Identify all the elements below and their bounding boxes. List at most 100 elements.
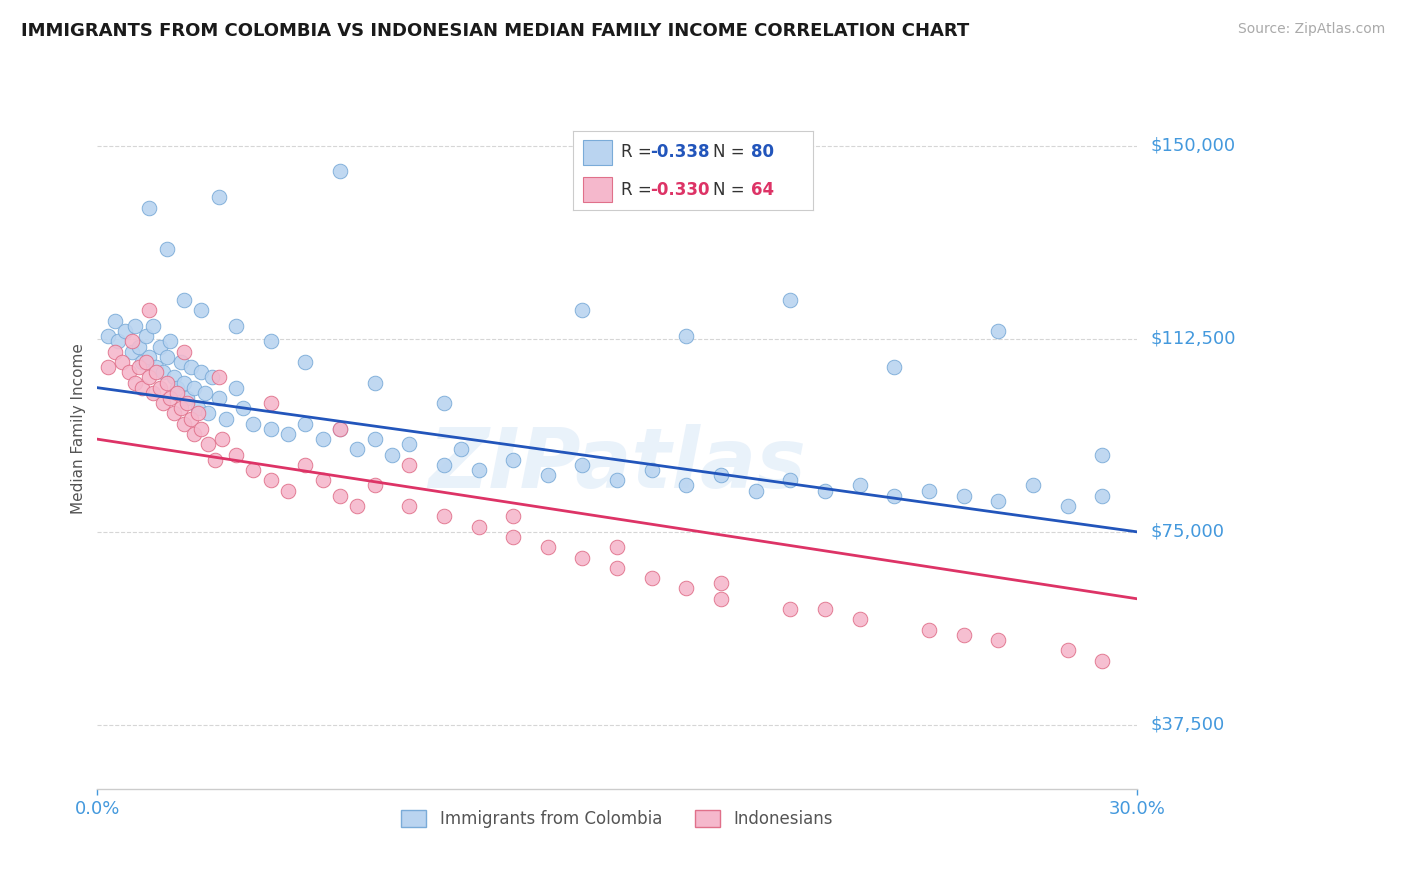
Text: 80: 80 [751,144,773,161]
Point [329,489,352,503]
Point [918,623,941,637]
Point [180,360,202,375]
Point [114,324,136,338]
Text: ZIPatlas: ZIPatlas [429,425,806,506]
Point [346,499,368,513]
Point [710,576,733,591]
Point [537,468,560,483]
Point [187,406,209,420]
Text: $75,000: $75,000 [1152,523,1225,541]
Point [242,417,264,431]
Point [294,355,316,369]
Point [169,401,191,416]
Point [156,376,179,390]
Point [1091,489,1114,503]
Point [433,509,456,524]
Point [363,478,385,492]
Point [606,474,628,488]
Point [467,519,489,533]
Point [1091,653,1114,667]
Text: N =: N = [713,144,749,161]
Point [166,381,188,395]
Point [183,381,205,395]
Point [204,452,226,467]
Point [232,401,254,416]
Point [883,489,905,503]
Point [197,437,219,451]
Point [166,385,188,400]
Point [675,329,697,343]
Point [259,422,281,436]
Point [159,391,181,405]
Point [259,334,281,349]
Point [180,411,202,425]
Point [128,360,150,375]
Point [450,442,472,457]
Point [675,582,697,596]
Point [142,318,165,333]
Point [104,344,127,359]
Point [779,602,801,616]
Point [201,370,224,384]
Y-axis label: Median Family Income: Median Family Income [72,343,86,515]
Point [208,370,231,384]
Text: $37,500: $37,500 [1152,716,1225,734]
Point [363,376,385,390]
Point [214,411,236,425]
Point [363,432,385,446]
Point [156,242,179,256]
Point [571,458,593,472]
Point [259,396,281,410]
Point [883,360,905,375]
Point [104,314,127,328]
Point [329,422,352,436]
Point [1091,448,1114,462]
Point [952,489,974,503]
Point [779,293,801,308]
Point [131,355,153,369]
Point [149,381,172,395]
Point [294,417,316,431]
Point [398,458,420,472]
Point [138,350,160,364]
Point [467,463,489,477]
Point [329,164,352,178]
Point [156,350,179,364]
Point [225,448,247,462]
Bar [583,177,612,202]
Point [398,437,420,451]
Point [128,339,150,353]
Text: IMMIGRANTS FROM COLOMBIA VS INDONESIAN MEDIAN FAMILY INCOME CORRELATION CHART: IMMIGRANTS FROM COLOMBIA VS INDONESIAN M… [21,22,969,40]
Point [173,344,195,359]
Point [311,432,333,446]
Point [571,303,593,318]
Point [135,355,157,369]
Point [329,422,352,436]
Point [277,483,299,498]
Point [433,396,456,410]
Point [502,509,524,524]
Point [381,448,404,462]
Point [110,355,132,369]
Point [131,381,153,395]
Point [145,365,167,379]
Point [135,329,157,343]
Point [1056,499,1078,513]
Point [1022,478,1045,492]
Point [641,463,664,477]
Point [848,612,870,626]
Point [121,334,143,349]
Point [194,385,217,400]
Point [173,293,195,308]
Point [987,324,1010,338]
Point [208,391,231,405]
Point [641,571,664,585]
Point [745,483,768,498]
Point [1056,643,1078,657]
Point [176,396,198,410]
Text: N =: N = [713,180,749,199]
Text: R =: R = [621,144,658,161]
Point [145,360,167,375]
Point [124,376,146,390]
Point [277,427,299,442]
